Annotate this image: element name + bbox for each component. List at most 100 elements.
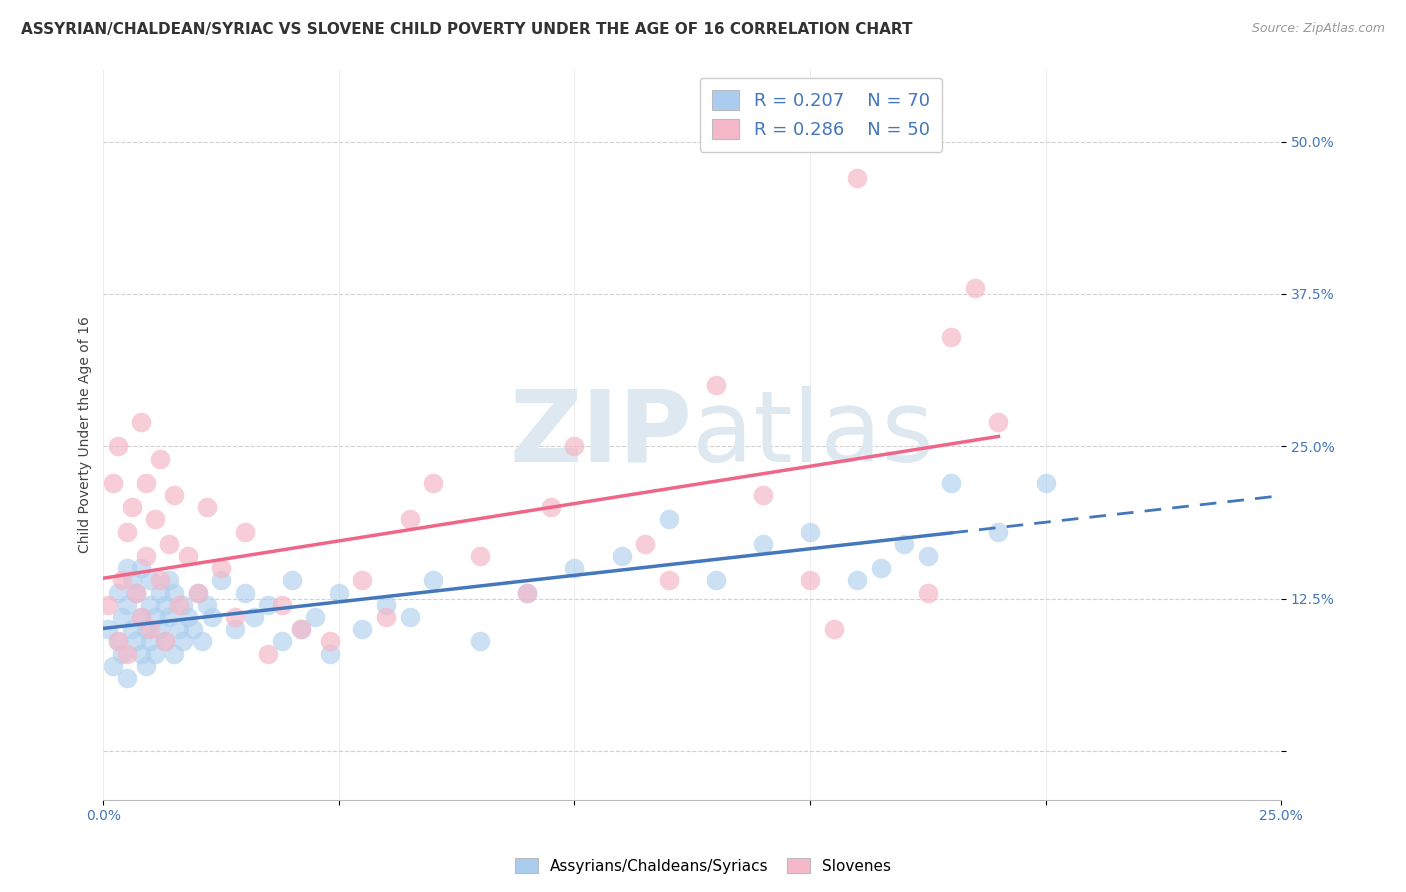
Point — [658, 574, 681, 588]
Point — [375, 610, 398, 624]
Point — [107, 634, 129, 648]
Point — [352, 574, 374, 588]
Point — [233, 524, 256, 539]
Point — [129, 647, 152, 661]
Point — [139, 598, 162, 612]
Point — [634, 537, 657, 551]
Point — [129, 415, 152, 429]
Point — [191, 634, 214, 648]
Point — [224, 622, 246, 636]
Text: ASSYRIAN/CHALDEAN/SYRIAC VS SLOVENE CHILD POVERTY UNDER THE AGE OF 16 CORRELATIO: ASSYRIAN/CHALDEAN/SYRIAC VS SLOVENE CHIL… — [21, 22, 912, 37]
Point — [187, 585, 209, 599]
Point — [157, 537, 180, 551]
Point — [516, 585, 538, 599]
Point — [97, 622, 120, 636]
Point — [963, 281, 986, 295]
Point — [121, 622, 143, 636]
Point — [257, 647, 280, 661]
Point — [115, 561, 138, 575]
Point — [281, 574, 304, 588]
Point — [121, 500, 143, 515]
Point — [752, 488, 775, 502]
Point — [107, 439, 129, 453]
Point — [704, 378, 727, 392]
Point — [167, 598, 190, 612]
Point — [941, 475, 963, 490]
Point — [157, 610, 180, 624]
Point — [115, 647, 138, 661]
Point — [799, 574, 821, 588]
Point — [846, 171, 869, 186]
Point — [143, 610, 166, 624]
Point — [121, 574, 143, 588]
Point — [209, 574, 232, 588]
Point — [564, 561, 586, 575]
Point — [107, 585, 129, 599]
Point — [125, 585, 148, 599]
Point — [135, 622, 157, 636]
Point — [846, 574, 869, 588]
Point — [224, 610, 246, 624]
Point — [177, 610, 200, 624]
Point — [658, 512, 681, 526]
Point — [704, 574, 727, 588]
Point — [470, 634, 492, 648]
Point — [328, 585, 350, 599]
Point — [422, 574, 444, 588]
Point — [375, 598, 398, 612]
Point — [115, 598, 138, 612]
Point — [111, 574, 134, 588]
Point — [115, 671, 138, 685]
Point — [243, 610, 266, 624]
Point — [181, 622, 204, 636]
Point — [470, 549, 492, 563]
Point — [172, 598, 194, 612]
Point — [101, 475, 124, 490]
Point — [139, 622, 162, 636]
Point — [987, 415, 1010, 429]
Point — [917, 549, 939, 563]
Point — [149, 622, 172, 636]
Text: atlas: atlas — [692, 385, 934, 483]
Point — [111, 647, 134, 661]
Y-axis label: Child Poverty Under the Age of 16: Child Poverty Under the Age of 16 — [79, 316, 93, 552]
Point — [177, 549, 200, 563]
Point — [516, 585, 538, 599]
Text: ZIP: ZIP — [509, 385, 692, 483]
Point — [187, 585, 209, 599]
Point — [107, 634, 129, 648]
Point — [172, 634, 194, 648]
Point — [271, 634, 294, 648]
Text: Source: ZipAtlas.com: Source: ZipAtlas.com — [1251, 22, 1385, 36]
Point — [163, 585, 186, 599]
Legend: R = 0.207    N = 70, R = 0.286    N = 50: R = 0.207 N = 70, R = 0.286 N = 50 — [700, 78, 942, 152]
Legend: Assyrians/Chaldeans/Syriacs, Slovenes: Assyrians/Chaldeans/Syriacs, Slovenes — [509, 852, 897, 880]
Point — [129, 561, 152, 575]
Point — [129, 610, 152, 624]
Point — [564, 439, 586, 453]
Point — [139, 574, 162, 588]
Point — [893, 537, 915, 551]
Point — [153, 634, 176, 648]
Point — [163, 647, 186, 661]
Point — [125, 634, 148, 648]
Point — [125, 585, 148, 599]
Point — [111, 610, 134, 624]
Point — [143, 647, 166, 661]
Point — [1035, 475, 1057, 490]
Point — [163, 488, 186, 502]
Point — [97, 598, 120, 612]
Point — [304, 610, 326, 624]
Point — [987, 524, 1010, 539]
Point — [101, 658, 124, 673]
Point — [143, 512, 166, 526]
Point — [422, 475, 444, 490]
Point — [869, 561, 891, 575]
Point — [153, 634, 176, 648]
Point — [257, 598, 280, 612]
Point — [540, 500, 562, 515]
Point — [610, 549, 633, 563]
Point — [149, 451, 172, 466]
Point — [271, 598, 294, 612]
Point — [823, 622, 845, 636]
